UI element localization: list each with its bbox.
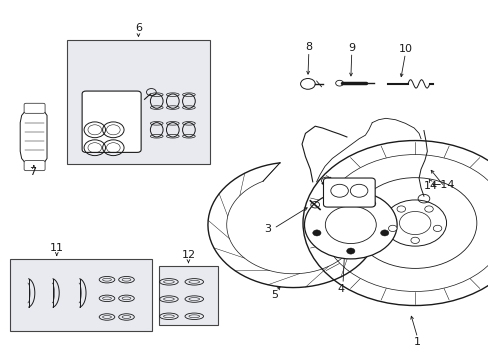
Text: 6: 6 — [135, 23, 142, 33]
Circle shape — [424, 206, 432, 212]
Text: 7: 7 — [29, 167, 36, 177]
Circle shape — [396, 206, 405, 212]
Circle shape — [325, 206, 375, 244]
Circle shape — [410, 237, 419, 243]
Text: 4: 4 — [337, 284, 344, 294]
Text: 2: 2 — [333, 239, 340, 249]
Text: 13: 13 — [317, 214, 331, 224]
FancyBboxPatch shape — [24, 103, 45, 113]
Bar — [159, 266, 217, 325]
Text: ←14: ←14 — [430, 180, 454, 190]
Text: 12: 12 — [181, 250, 195, 260]
Bar — [66, 40, 210, 164]
Circle shape — [380, 230, 388, 236]
FancyBboxPatch shape — [24, 161, 45, 171]
Circle shape — [322, 154, 488, 292]
FancyBboxPatch shape — [323, 178, 374, 207]
Bar — [10, 259, 152, 330]
Circle shape — [367, 201, 375, 207]
Circle shape — [432, 225, 441, 231]
Circle shape — [304, 191, 396, 259]
Text: 9: 9 — [347, 43, 355, 53]
Text: 8: 8 — [305, 42, 312, 52]
FancyBboxPatch shape — [82, 91, 141, 152]
Circle shape — [312, 230, 321, 236]
Circle shape — [387, 225, 396, 231]
Circle shape — [353, 178, 476, 269]
Text: 14: 14 — [423, 181, 437, 192]
Circle shape — [399, 211, 430, 235]
Circle shape — [383, 200, 446, 246]
Polygon shape — [20, 108, 47, 166]
Text: 3: 3 — [264, 225, 271, 234]
Text: 1: 1 — [413, 337, 420, 347]
Text: 10: 10 — [398, 44, 411, 54]
Circle shape — [346, 248, 354, 254]
Circle shape — [325, 201, 333, 207]
Text: 5: 5 — [271, 291, 278, 301]
Text: 11: 11 — [50, 243, 63, 253]
